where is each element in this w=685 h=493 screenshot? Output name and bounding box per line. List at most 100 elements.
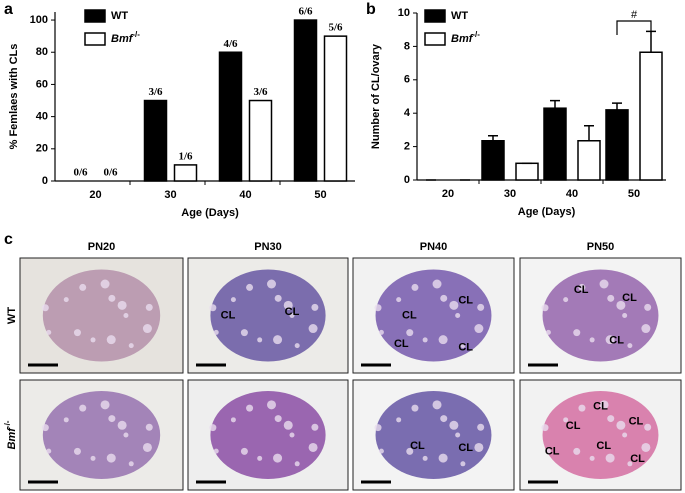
bar <box>515 162 539 181</box>
follicle <box>274 415 282 423</box>
follicle <box>545 448 551 454</box>
cl-label: CL <box>545 445 560 457</box>
error-bar <box>646 30 656 53</box>
follicle <box>622 313 628 318</box>
follicle <box>73 447 81 455</box>
follicle <box>289 313 295 318</box>
cl-label: CL <box>596 440 611 452</box>
follicle <box>605 335 615 345</box>
legend-swatch <box>424 32 446 46</box>
follicle <box>294 461 300 467</box>
follicle <box>90 455 96 461</box>
legend-swatch <box>84 9 106 23</box>
follicle <box>273 453 283 463</box>
value-annotation: 4/6 <box>223 38 238 50</box>
bar <box>248 99 273 182</box>
value-annotation: 3/6 <box>253 86 268 98</box>
follicle <box>145 303 153 311</box>
follicle <box>622 432 628 438</box>
follicle <box>209 424 217 432</box>
follicle <box>605 453 615 463</box>
bar <box>293 19 318 182</box>
follicle <box>273 335 283 345</box>
y-tick-label: 10 <box>398 7 410 19</box>
panel-label: c <box>4 231 13 248</box>
x-tick-label: 50 <box>314 189 326 201</box>
significance-mark: # <box>631 9 638 21</box>
follicle <box>79 283 87 291</box>
follicle <box>644 303 652 311</box>
follicle <box>422 455 428 461</box>
follicle <box>123 432 129 438</box>
follicle <box>41 424 49 432</box>
value-annotation: 0/6 <box>73 167 88 179</box>
y-tick-label: 0 <box>404 174 410 186</box>
follicle <box>432 400 442 410</box>
follicle <box>311 423 319 431</box>
follicle <box>63 417 69 423</box>
y-tick-label: 100 <box>30 14 48 26</box>
follicle <box>46 448 52 454</box>
ovary-section <box>210 269 326 362</box>
follicle <box>142 442 152 452</box>
ovary-section <box>42 391 161 479</box>
x-tick-label: 50 <box>628 188 640 200</box>
follicle <box>460 461 466 467</box>
bar <box>639 51 663 181</box>
follicle <box>455 432 461 438</box>
y-tick-label: 80 <box>36 46 48 58</box>
panel-label: b <box>366 1 376 18</box>
follicle <box>117 420 127 430</box>
follicle <box>123 313 129 318</box>
follicle <box>541 304 549 312</box>
follicle <box>289 432 295 438</box>
legend-label: WT <box>111 10 128 22</box>
cl-label: CL <box>630 453 645 465</box>
follicle <box>578 283 586 291</box>
follicle <box>230 297 236 303</box>
follicle <box>63 297 69 303</box>
follicle <box>474 442 484 452</box>
follicle <box>90 337 96 343</box>
follicle <box>432 279 442 289</box>
ovary-section <box>42 269 161 362</box>
follicle <box>128 461 134 467</box>
follicle <box>474 324 484 334</box>
follicle <box>106 453 116 463</box>
follicle <box>422 337 428 343</box>
follicle <box>257 337 263 343</box>
y-tick-label: 20 <box>36 143 48 155</box>
y-tick-label: 8 <box>404 40 410 52</box>
follicle <box>406 447 414 455</box>
follicle <box>246 404 254 412</box>
follicle <box>240 447 248 455</box>
follicle <box>627 343 633 349</box>
follicle <box>266 279 276 289</box>
bar <box>323 35 348 182</box>
row-label: Bmf-/- <box>3 420 18 449</box>
y-tick-label: 6 <box>404 74 410 86</box>
follicle <box>440 294 448 302</box>
y-axis-label: % Femlaes with CLs <box>8 44 20 150</box>
follicle <box>283 420 293 430</box>
follicle <box>460 343 466 349</box>
ovary-section <box>210 391 326 479</box>
follicle <box>108 294 116 302</box>
follicle <box>79 404 87 412</box>
follicle <box>589 337 595 343</box>
y-tick-label: 40 <box>36 111 48 123</box>
bar <box>605 109 629 181</box>
ovary-section <box>375 391 492 479</box>
value-annotation: 1/6 <box>178 150 193 162</box>
cl-label: CL <box>458 342 473 354</box>
follicle <box>641 324 651 334</box>
column-header: PN20 <box>88 241 116 253</box>
ovary-section <box>542 269 659 362</box>
follicle <box>411 283 419 291</box>
follicle <box>128 343 134 349</box>
x-axis-label: Age (Days) <box>181 207 239 219</box>
bar <box>481 140 505 181</box>
follicle <box>477 423 485 431</box>
follicle <box>449 300 459 310</box>
follicle <box>477 303 485 311</box>
